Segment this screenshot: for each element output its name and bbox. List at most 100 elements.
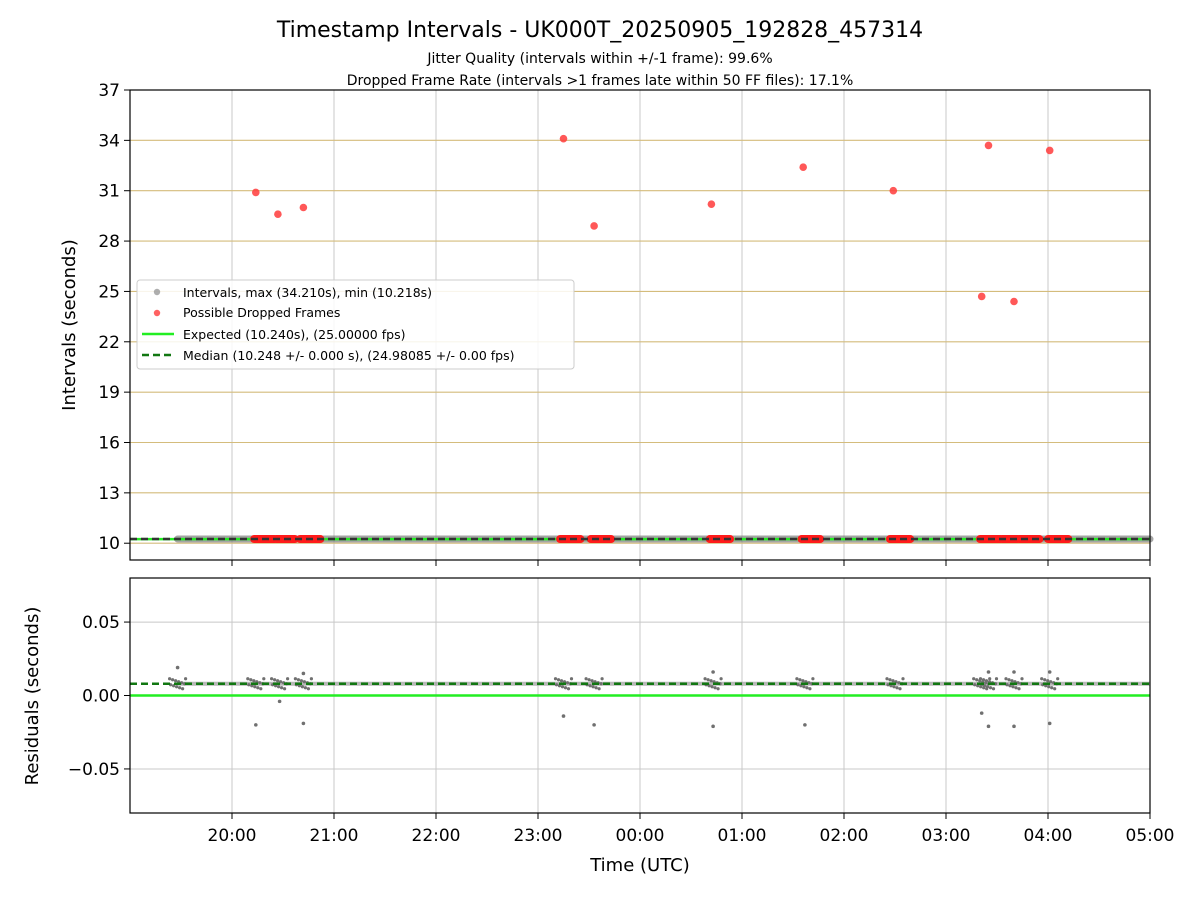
bottom-y-ticks: 0.05 0.00 −0.05 bbox=[68, 613, 130, 780]
residual-cluster-1-dot-11 bbox=[262, 677, 266, 681]
residual-cluster-7-dot-11 bbox=[811, 677, 815, 681]
top-y-tick-label-8: 34 bbox=[98, 131, 120, 151]
residual-cluster-4-dot-9 bbox=[563, 686, 568, 690]
figure-title: Timestamp Intervals - UK000T_20250905_19… bbox=[276, 18, 923, 43]
top-y-ticks: 10 13 16 19 22 25 28 31 34 37 bbox=[98, 81, 130, 554]
residual-cluster-1-dot-4 bbox=[258, 681, 262, 685]
residual-cluster-6-dot-9 bbox=[713, 686, 717, 690]
dropped-frame-point-8 bbox=[977, 292, 986, 301]
residual-cluster-10-dot-2 bbox=[984, 679, 989, 683]
residual-cluster-12-dot-9 bbox=[1050, 686, 1054, 690]
bottom-panel: 0.05 0.00 −0.05 20:00 21:00 22:00 23:00 00:00 0… bbox=[22, 577, 1175, 876]
legend-label-median: Median (10.248 +/- 0.000 s), (24.98085 +… bbox=[183, 348, 514, 363]
residual-cluster-2-dot-8 bbox=[277, 685, 281, 689]
residual-cluster-1-dot-2 bbox=[252, 679, 256, 683]
residual-cluster-3-dot-3 bbox=[302, 680, 306, 684]
bottom-y-tick-label-0: 0.05 bbox=[82, 613, 120, 633]
top-y-tick-label-4: 22 bbox=[98, 333, 120, 353]
x-tick-label-4: 00:00 bbox=[616, 826, 665, 846]
residual-cluster-12-dot-2 bbox=[1046, 679, 1050, 683]
x-tick-label-9: 05:00 bbox=[1126, 826, 1175, 846]
legend-label-dropped: Possible Dropped Frames bbox=[183, 305, 340, 320]
top-y-tick-label-3: 19 bbox=[98, 383, 120, 403]
residual-cluster-8-dot-0 bbox=[885, 677, 889, 681]
x-tick-label-6: 02:00 bbox=[820, 826, 869, 846]
residual-point-9 bbox=[803, 723, 807, 727]
top-data-layer bbox=[130, 134, 1154, 544]
bottom-x-ticks: 20:00 21:00 22:00 23:00 00:00 01:00 02:00 03:00… bbox=[208, 813, 1175, 846]
residual-cluster-9-dot-11 bbox=[988, 677, 992, 681]
residual-cluster-7-dot-10 bbox=[808, 687, 812, 691]
residual-cluster-12-dot-8 bbox=[1047, 685, 1051, 689]
legend: Intervals, max (34.210s), min (10.218s) … bbox=[136, 279, 575, 370]
residual-cluster-11-dot-4 bbox=[1016, 681, 1020, 685]
residual-point-0 bbox=[175, 665, 180, 670]
top-y-tick-label-6: 28 bbox=[98, 232, 120, 252]
residual-cluster-11-dot-2 bbox=[1010, 679, 1014, 683]
residual-cluster-11-dot-8 bbox=[1011, 685, 1015, 689]
residual-cluster-5-dot-1 bbox=[587, 678, 591, 682]
bottom-y-tick-label-2: −0.05 bbox=[68, 760, 120, 780]
dropped-frame-point-0 bbox=[252, 188, 260, 197]
x-tick-label-7: 03:00 bbox=[922, 826, 971, 846]
residual-cluster-10-dot-9 bbox=[988, 686, 993, 690]
residual-cluster-11-dot-11 bbox=[1020, 677, 1024, 681]
dropped-frame-point-10 bbox=[1010, 297, 1018, 306]
residual-cluster-5-dot-8 bbox=[591, 685, 595, 689]
legend-box bbox=[136, 279, 575, 370]
residual-cluster-3-dot-9 bbox=[303, 686, 307, 690]
dropped-frame-point-3 bbox=[559, 134, 568, 143]
residual-cluster-8-dot-8 bbox=[892, 685, 896, 689]
top-x-ticks bbox=[231, 560, 1151, 566]
top-y-axis-label: Intervals (seconds) bbox=[59, 239, 80, 411]
residual-point-14 bbox=[1012, 724, 1016, 729]
residual-cluster-8-dot-2 bbox=[891, 679, 895, 683]
residual-cluster-2-dot-9 bbox=[280, 686, 284, 690]
residual-cluster-10-dot-10 bbox=[991, 687, 996, 691]
residual-cluster-7-dot-6 bbox=[796, 683, 800, 687]
residual-cluster-11-dot-10 bbox=[1017, 687, 1021, 691]
residual-cluster-5-dot-9 bbox=[594, 686, 598, 690]
dropped-frame-point-11 bbox=[1045, 146, 1054, 155]
residual-cluster-1-dot-6 bbox=[247, 683, 251, 687]
residual-cluster-0-dot-11 bbox=[184, 677, 188, 681]
residual-cluster-11-dot-9 bbox=[1014, 686, 1018, 690]
residual-cluster-11-dot-0 bbox=[1004, 677, 1008, 681]
residual-cluster-4-dot-2 bbox=[559, 679, 564, 683]
residual-cluster-2-dot-11 bbox=[286, 677, 290, 681]
residual-point-10 bbox=[979, 711, 984, 715]
residual-point-1 bbox=[254, 723, 258, 727]
residual-cluster-7-dot-1 bbox=[798, 678, 802, 682]
legend-marker-intervals bbox=[153, 288, 161, 296]
residual-cluster-8-dot-10 bbox=[898, 687, 902, 691]
residual-cluster-3-dot-8 bbox=[300, 685, 304, 689]
residual-cluster-8-dot-11 bbox=[901, 677, 905, 681]
residual-cluster-5-dot-0 bbox=[584, 677, 588, 681]
residual-cluster-10-dot-11 bbox=[994, 677, 999, 681]
residual-point-11 bbox=[986, 670, 991, 674]
residual-cluster-1-dot-10 bbox=[259, 687, 263, 691]
residual-cluster-7-dot-2 bbox=[801, 679, 805, 683]
dropped-frame-point-4 bbox=[590, 222, 598, 230]
residual-cluster-7-dot-4 bbox=[807, 681, 811, 685]
residual-point-5 bbox=[561, 714, 566, 718]
residual-cluster-7-dot-8 bbox=[802, 685, 806, 689]
x-tick-label-5: 01:00 bbox=[718, 826, 767, 846]
residual-point-12 bbox=[986, 724, 991, 729]
residual-cluster-0-dot-0 bbox=[168, 677, 172, 681]
residual-cluster-0-dot-1 bbox=[171, 678, 175, 682]
legend-marker-dropped bbox=[153, 309, 161, 317]
residual-cluster-10-dot-0 bbox=[978, 677, 983, 681]
top-y-tick-label-2: 16 bbox=[98, 434, 120, 454]
residual-cluster-0-dot-10 bbox=[181, 687, 185, 691]
residual-cluster-12-dot-10 bbox=[1053, 687, 1057, 691]
residual-cluster-8-dot-4 bbox=[897, 681, 901, 685]
top-y-tick-label-1: 13 bbox=[98, 484, 120, 504]
x-tick-label-2: 22:00 bbox=[412, 826, 461, 846]
residual-point-7 bbox=[711, 670, 715, 674]
residual-cluster-1-dot-0 bbox=[246, 677, 250, 681]
residual-cluster-5-dot-5 bbox=[599, 682, 603, 686]
residual-point-6 bbox=[592, 723, 596, 727]
dropped-frame-point-1 bbox=[274, 210, 282, 219]
residual-cluster-9-dot-6 bbox=[973, 683, 977, 687]
